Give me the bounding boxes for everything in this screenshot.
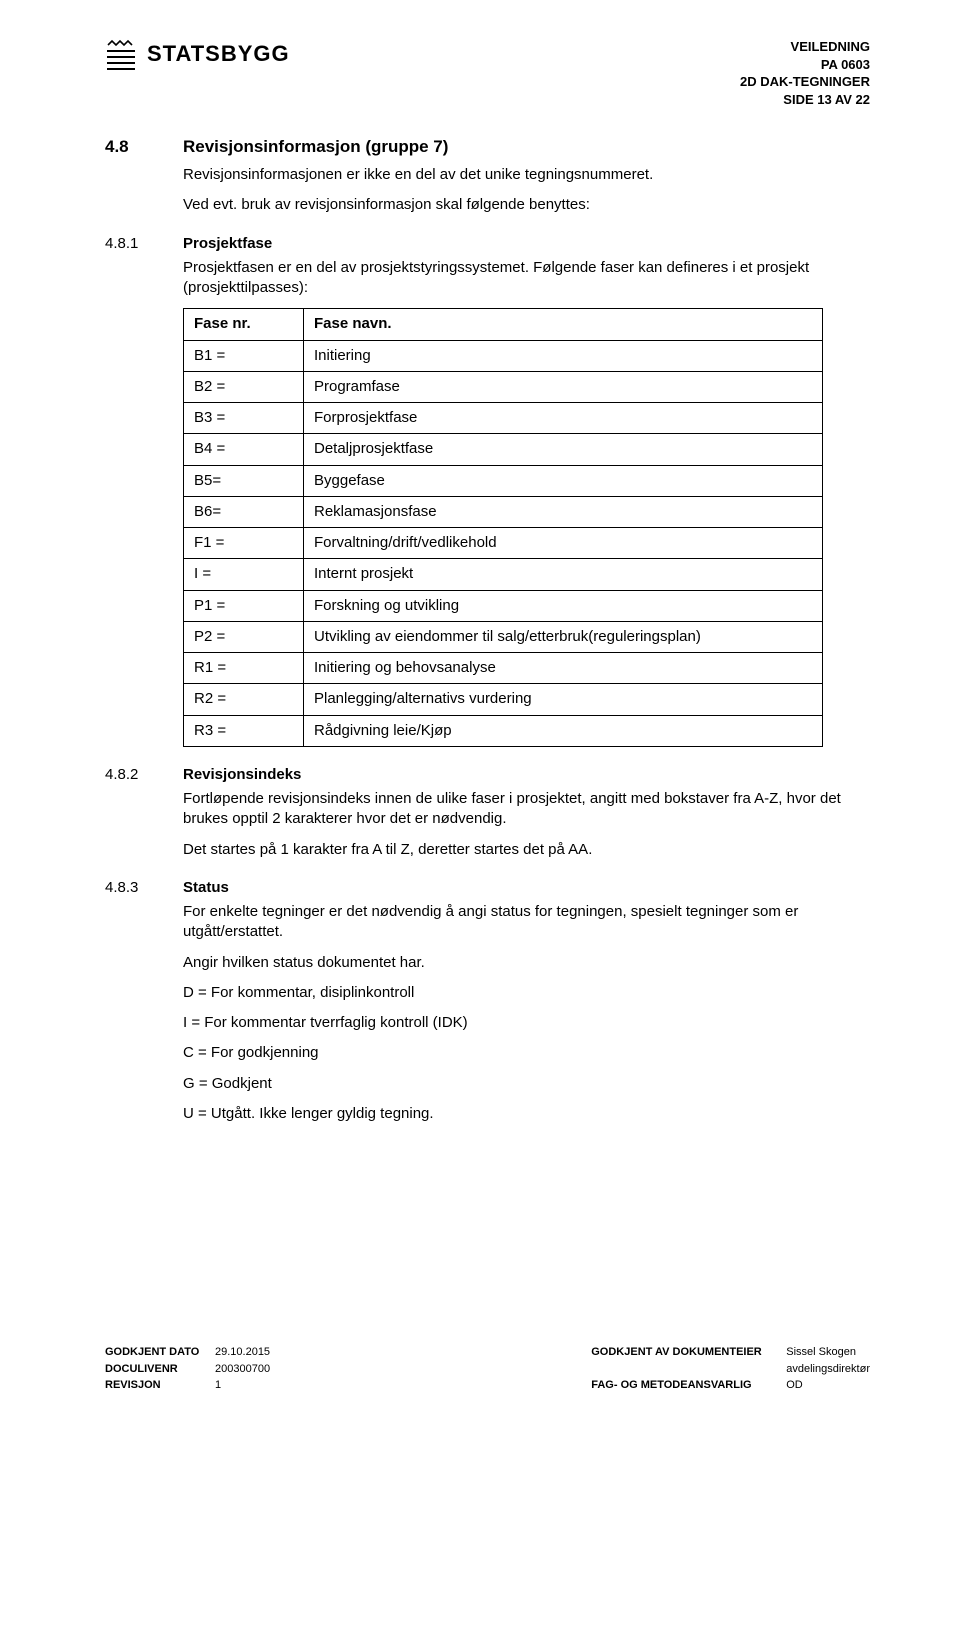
phase-table: Fase nr. Fase navn. B1 =InitieringB2 =Pr… [183, 308, 823, 747]
crown-lines-icon [105, 38, 139, 70]
table-cell: P1 = [184, 590, 304, 621]
table-cell: B2 = [184, 371, 304, 402]
table-cell: B6= [184, 496, 304, 527]
table-cell: Forskning og utvikling [304, 590, 823, 621]
table-cell: Utvikling av eiendommer til salg/etterbr… [304, 621, 823, 652]
page-header: STATSBYGG VEILEDNING PA 0603 2D DAK-TEGN… [105, 38, 870, 108]
table-cell: Initiering [304, 340, 823, 371]
table-cell: R3 = [184, 715, 304, 746]
table-cell: B3 = [184, 403, 304, 434]
table-cell: P2 = [184, 621, 304, 652]
footer-label: REVISJON [105, 1377, 215, 1394]
footer-value: Sissel Skogen [786, 1346, 856, 1358]
paragraph: For enkelte tegninger er det nødvendig å… [183, 902, 870, 943]
subsection-title: Revisjonsindeks [183, 765, 301, 785]
table-row: I =Internt prosjekt [184, 559, 823, 590]
paragraph: Fortløpende revisjonsindeks innen de uli… [183, 789, 870, 830]
table-cell: Byggefase [304, 465, 823, 496]
table-cell: Forprosjektfase [304, 403, 823, 434]
table-row: R1 =Initiering og behovsanalyse [184, 653, 823, 684]
section-number: 4.8 [105, 136, 167, 159]
footer-line: GODKJENT DATO29.10.2015 [105, 1344, 270, 1361]
table-cell: Programfase [304, 371, 823, 402]
table-row: R2 =Planlegging/alternativs vurdering [184, 684, 823, 715]
subsection-number: 4.8.3 [105, 878, 167, 898]
table-cell: Reklamasjonsfase [304, 496, 823, 527]
table-cell: I = [184, 559, 304, 590]
section-4-8: 4.8 Revisjonsinformasjon (gruppe 7) Revi… [105, 136, 870, 215]
footer-label: GODKJENT DATO [105, 1344, 215, 1361]
header-meta: VEILEDNING PA 0603 2D DAK-TEGNINGER SIDE… [740, 38, 870, 108]
section-4-8-1: 4.8.1 Prosjektfase Prosjektfasen er en d… [105, 234, 870, 747]
subsection-number: 4.8.1 [105, 234, 167, 254]
table-row: B5=Byggefase [184, 465, 823, 496]
footer-line: GODKJENT AV DOKUMENTEIERSissel Skogen [591, 1344, 870, 1361]
status-line: U = Utgått. Ikke lenger gyldig tegning. [183, 1104, 870, 1124]
table-row: B3 =Forprosjektfase [184, 403, 823, 434]
footer-value: avdelingsdirektør [786, 1363, 870, 1375]
table-cell: R2 = [184, 684, 304, 715]
table-row: B1 =Initiering [184, 340, 823, 371]
table-header: Fase nr. [184, 309, 304, 340]
footer-value: 29.10.2015 [215, 1346, 270, 1358]
subsection-title: Prosjektfase [183, 234, 272, 254]
page-footer: GODKJENT DATO29.10.2015DOCULIVENR2003007… [105, 1344, 870, 1394]
header-line: VEILEDNING [740, 38, 870, 56]
table-cell: F1 = [184, 528, 304, 559]
status-line: D = For kommentar, disiplinkontroll [183, 983, 870, 1003]
status-line: C = For godkjenning [183, 1043, 870, 1063]
paragraph: Det startes på 1 karakter fra A til Z, d… [183, 840, 870, 860]
footer-line: FAG- OG METODEANSVARLIGOD [591, 1377, 870, 1394]
table-cell: Detaljprosjektfase [304, 434, 823, 465]
footer-label: FAG- OG METODEANSVARLIG [591, 1377, 786, 1394]
footer-line: REVISJON1 [105, 1377, 270, 1394]
header-line: 2D DAK-TEGNINGER [740, 73, 870, 91]
footer-right: GODKJENT AV DOKUMENTEIERSissel Skogen avd… [591, 1344, 870, 1394]
table-cell: Rådgivning leie/Kjøp [304, 715, 823, 746]
footer-value: 200300700 [215, 1363, 270, 1375]
footer-line: DOCULIVENR200300700 [105, 1361, 270, 1378]
section-4-8-3: 4.8.3 Status For enkelte tegninger er de… [105, 878, 870, 1124]
paragraph: Prosjektfasen er en del av prosjektstyri… [183, 258, 870, 299]
status-line: I = For kommentar tverrfaglig kontroll (… [183, 1013, 870, 1033]
table-cell: Forvaltning/drift/vedlikehold [304, 528, 823, 559]
table-cell: Initiering og behovsanalyse [304, 653, 823, 684]
subsection-number: 4.8.2 [105, 765, 167, 785]
table-cell: Planlegging/alternativs vurdering [304, 684, 823, 715]
header-line: PA 0603 [740, 56, 870, 74]
logo-text: STATSBYGG [147, 39, 290, 69]
table-row: R3 =Rådgivning leie/Kjøp [184, 715, 823, 746]
table-row: F1 =Forvaltning/drift/vedlikehold [184, 528, 823, 559]
subsection-title: Status [183, 878, 229, 898]
table-row: B6=Reklamasjonsfase [184, 496, 823, 527]
table-cell: B4 = [184, 434, 304, 465]
footer-value: 1 [215, 1379, 221, 1391]
table-header: Fase navn. [304, 309, 823, 340]
table-row: B2 =Programfase [184, 371, 823, 402]
table-cell: R1 = [184, 653, 304, 684]
footer-label: GODKJENT AV DOKUMENTEIER [591, 1344, 786, 1361]
status-line: G = Godkjent [183, 1074, 870, 1094]
logo: STATSBYGG [105, 38, 290, 70]
paragraph: Ved evt. bruk av revisjonsinformasjon sk… [183, 195, 870, 215]
table-cell: B5= [184, 465, 304, 496]
footer-label: DOCULIVENR [105, 1361, 215, 1378]
footer-line: avdelingsdirektør [591, 1361, 870, 1378]
paragraph: Angir hvilken status dokumentet har. [183, 953, 870, 973]
header-line: SIDE 13 AV 22 [740, 91, 870, 109]
footer-left: GODKJENT DATO29.10.2015DOCULIVENR2003007… [105, 1344, 270, 1394]
paragraph: Revisjonsinformasjonen er ikke en del av… [183, 165, 870, 185]
table-cell: B1 = [184, 340, 304, 371]
table-row: P2 =Utvikling av eiendommer til salg/ett… [184, 621, 823, 652]
table-row: B4 =Detaljprosjektfase [184, 434, 823, 465]
footer-value: OD [786, 1379, 803, 1391]
table-cell: Internt prosjekt [304, 559, 823, 590]
table-row: P1 =Forskning og utvikling [184, 590, 823, 621]
section-title: Revisjonsinformasjon (gruppe 7) [183, 136, 448, 159]
section-4-8-2: 4.8.2 Revisjonsindeks Fortløpende revisj… [105, 765, 870, 860]
